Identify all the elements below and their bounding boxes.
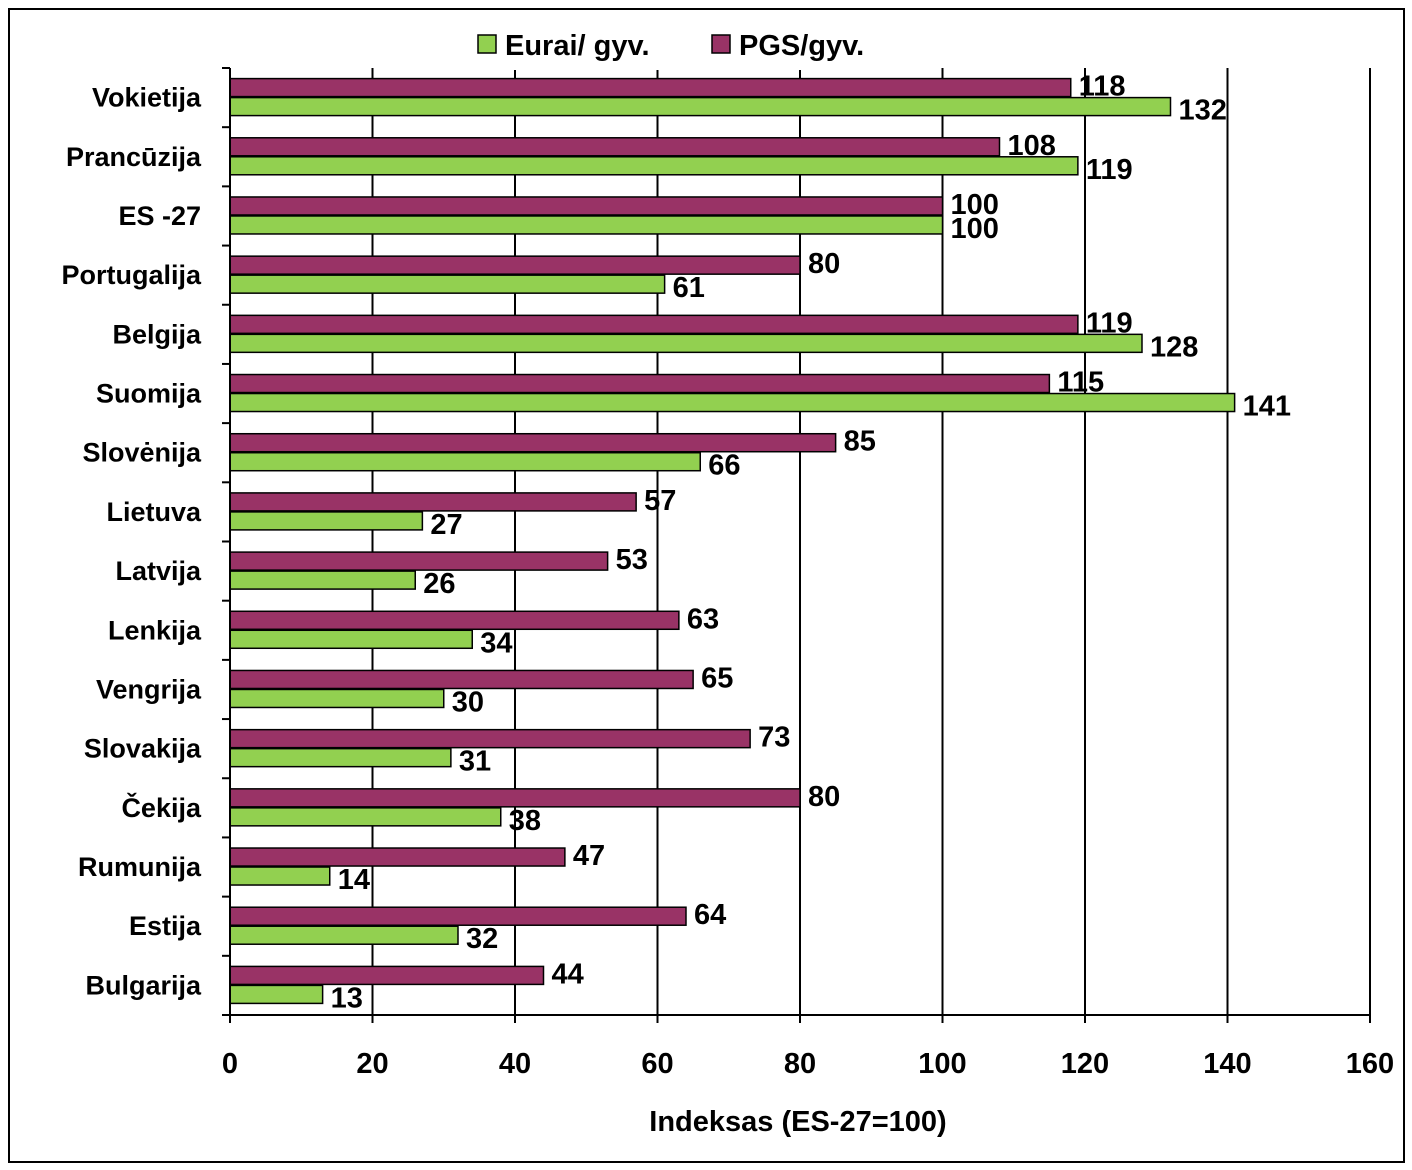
data-label-pgs: 73 [758, 722, 790, 754]
data-label-eurai: 13 [331, 982, 363, 1014]
bar-pgs [229, 610, 680, 631]
bar-pgs [229, 906, 687, 926]
data-label-pgs: 108 [1008, 130, 1056, 162]
bar-pgs [229, 137, 1001, 157]
bar-eurai [229, 274, 666, 294]
bar-eurai [229, 570, 416, 590]
bar-eurai [229, 925, 459, 945]
x-tick-label: 20 [356, 1048, 388, 1080]
data-label-eurai: 14 [338, 864, 370, 896]
legend-swatch [711, 34, 731, 54]
bar-eurai [229, 156, 1079, 176]
bar-eurai [229, 807, 502, 827]
data-label-eurai: 26 [423, 568, 455, 600]
bar-eurai [229, 984, 324, 1005]
category-label: Prancūzija [66, 142, 202, 172]
data-label-eurai: 132 [1179, 95, 1227, 127]
bar-pgs [229, 965, 545, 986]
category-label: Rumunija [78, 852, 202, 882]
bar-eurai [229, 866, 331, 886]
bars [229, 77, 1236, 1005]
data-label-eurai: 31 [459, 746, 491, 778]
category-label: Vengrija [96, 674, 202, 704]
data-label-eurai: 66 [708, 450, 740, 482]
data-label-pgs: 119 [1086, 307, 1133, 339]
data-label-pgs: 100 [951, 189, 999, 221]
data-label-pgs: 47 [573, 840, 605, 872]
category-label: ES -27 [118, 201, 201, 231]
data-label-pgs: 64 [694, 899, 726, 931]
category-label: Bulgarija [85, 970, 202, 1000]
data-label-eurai: 61 [673, 272, 705, 304]
x-axis-title: Indeksas (ES-27=100) [649, 1106, 946, 1138]
category-label: Slovėnija [82, 438, 202, 468]
legend-label: Eurai/ gyv. [505, 30, 650, 62]
legend-swatch [477, 34, 497, 54]
labels: 0 20 40 60 80 100 120 140 160 118 132 Vokietija 108 1… [61, 71, 1394, 1080]
bar-eurai [229, 451, 701, 472]
bar-pgs [229, 196, 944, 216]
data-label-pgs: 63 [687, 603, 719, 635]
category-label: Estija [129, 911, 202, 941]
chart-border [8, 8, 1405, 1163]
data-label-eurai: 27 [430, 509, 462, 541]
legend-background [446, 24, 894, 70]
category-label: Lietuva [106, 497, 202, 527]
data-label-eurai: 34 [480, 627, 512, 659]
bar-eurai [229, 688, 445, 709]
bar-pgs [229, 847, 566, 867]
data-label-eurai: 119 [1086, 154, 1133, 186]
data-label-eurai: 100 [951, 213, 999, 245]
bar-pgs [229, 255, 801, 275]
data-label-pgs: 44 [552, 958, 584, 990]
bar-eurai [229, 511, 424, 531]
data-label-pgs: 80 [808, 248, 840, 280]
bar-pgs [229, 432, 837, 453]
x-tick-label: 0 [222, 1048, 238, 1080]
data-label-eurai: 128 [1150, 331, 1198, 363]
data-label-pgs: 53 [616, 544, 648, 576]
category-label: Lenkija [108, 615, 202, 645]
bar-pgs [229, 551, 609, 571]
legend-label: PGS/gyv. [739, 30, 864, 62]
data-label-pgs: 115 [1057, 367, 1104, 399]
bar-eurai [229, 629, 473, 650]
x-tick-label: 120 [1061, 1048, 1109, 1080]
x-tick-label: 60 [641, 1048, 673, 1080]
category-label: Portugalija [61, 260, 202, 290]
x-tick-label: 140 [1203, 1048, 1251, 1080]
x-tick-label: 80 [784, 1048, 816, 1080]
data-label-pgs: 57 [644, 485, 676, 517]
axes [222, 67, 1371, 1023]
bar-pgs [229, 77, 1072, 98]
x-tick-label: 40 [499, 1048, 531, 1080]
bar-pgs [229, 373, 1051, 394]
bar-pgs [229, 314, 1079, 335]
data-label-pgs: 118 [1079, 71, 1126, 103]
bar-eurai [229, 333, 1143, 354]
category-label: Latvija [115, 556, 202, 586]
legend: Eurai/ gyv. PGS/gyv. [446, 24, 894, 70]
data-label-eurai: 32 [466, 923, 498, 955]
data-label-pgs: 80 [808, 781, 840, 813]
bar-eurai [229, 215, 944, 235]
category-label: Vokietija [92, 83, 202, 113]
x-tick-label: 100 [918, 1048, 966, 1080]
bar-eurai [229, 747, 452, 768]
data-label-eurai: 38 [509, 805, 541, 837]
data-label-eurai: 30 [452, 686, 484, 718]
category-label: Slovakija [84, 734, 202, 764]
data-label-eurai: 141 [1243, 391, 1291, 423]
category-label: Suomija [96, 379, 202, 409]
x-tick-label: 160 [1346, 1048, 1394, 1080]
data-label-pgs: 65 [701, 662, 733, 694]
bar-eurai [229, 96, 1172, 117]
category-label: Belgija [112, 319, 202, 349]
category-label: Čekija [121, 792, 202, 823]
data-label-pgs: 85 [844, 426, 876, 458]
